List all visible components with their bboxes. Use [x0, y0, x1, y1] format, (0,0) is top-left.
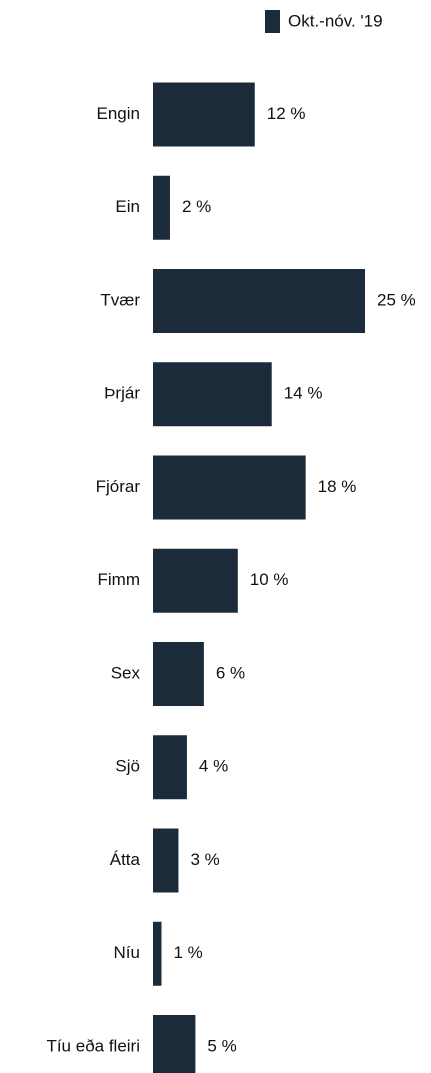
value-label: 2 %	[182, 197, 211, 216]
category-label: Ein	[115, 197, 140, 216]
value-label: 10 %	[250, 570, 289, 589]
category-label: Sex	[111, 663, 141, 682]
category-label: Fimm	[98, 570, 140, 589]
bar	[153, 175, 170, 240]
category-label: Engin	[97, 104, 140, 123]
value-label: 1 %	[173, 943, 202, 962]
bar	[153, 269, 365, 333]
bar	[153, 642, 204, 706]
category-label: Átta	[110, 850, 141, 869]
bar	[153, 1015, 196, 1073]
value-label: 5 %	[207, 1036, 236, 1055]
category-label: Fjórar	[96, 477, 141, 496]
bar	[153, 921, 162, 986]
value-label: 4 %	[199, 757, 228, 776]
category-label: Níu	[114, 943, 140, 962]
bar	[153, 362, 272, 427]
category-label: Tvær	[100, 290, 140, 309]
category-label: Tíu eða fleiri	[46, 1036, 140, 1055]
value-label: 12 %	[267, 104, 306, 123]
bar	[153, 548, 238, 613]
bar	[153, 735, 187, 800]
value-label: 3 %	[190, 850, 219, 869]
value-label: 18 %	[318, 477, 357, 496]
category-label: Þrjár	[104, 384, 140, 403]
bar	[153, 82, 255, 147]
value-label: 6 %	[216, 663, 245, 682]
legend-swatch	[265, 10, 280, 33]
bar	[153, 828, 179, 893]
bar	[153, 455, 306, 520]
category-label: Sjö	[115, 757, 140, 776]
value-label: 25 %	[377, 290, 416, 309]
legend-label: Okt.-nóv. '19	[288, 11, 383, 30]
value-label: 14 %	[284, 384, 323, 403]
